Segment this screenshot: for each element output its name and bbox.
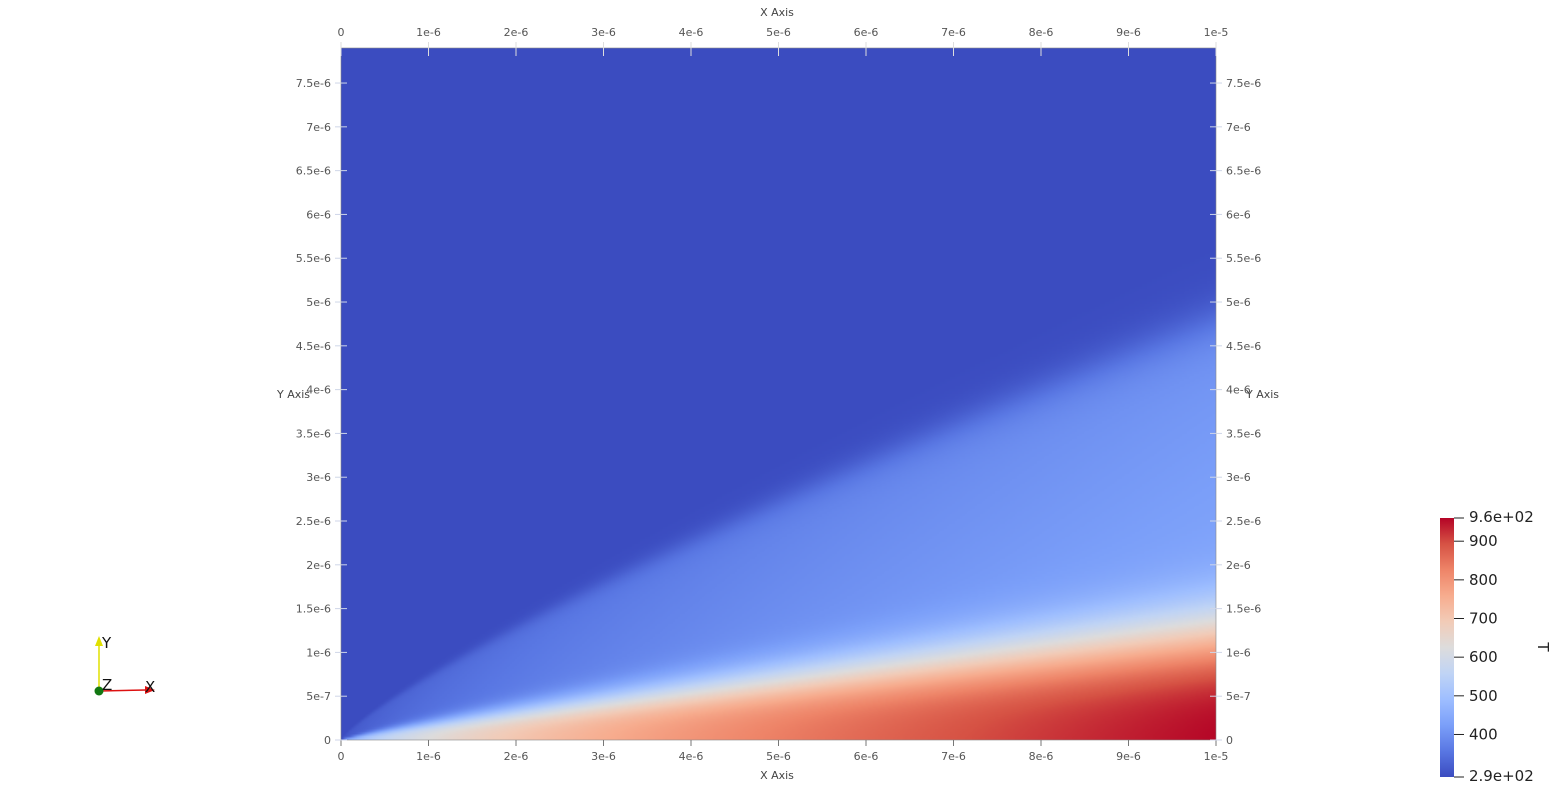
y-axis-title-right: Y Axis [1245, 388, 1279, 401]
x-tick-label-bottom: 5e-6 [766, 750, 791, 763]
y-tick-label-left: 3.5e-6 [296, 427, 331, 440]
colorbar-tick-label: 700 [1469, 610, 1498, 628]
x-tick-label-top: 7e-6 [941, 26, 966, 39]
x-axis-bottom: 0 1e-6 2e-6 3e-6 4e-6 5e-6 6e-6 7e-6 8e-6 9e-6 1e-… [338, 740, 1229, 763]
y-tick-label-right: 2.5e-6 [1226, 515, 1261, 528]
y-tick-label-right: 5e-6 [1226, 296, 1251, 309]
orientation-z-label: Z [102, 676, 112, 694]
y-tick-label-right: 1.5e-6 [1226, 603, 1261, 616]
x-tick-label-bottom: 7e-6 [941, 750, 966, 763]
colorbar-tick-label: 600 [1469, 648, 1498, 666]
orientation-y-label: Y [101, 634, 112, 652]
y-tick-label-left: 0 [324, 734, 331, 747]
x-tick-label-bottom: 4e-6 [679, 750, 704, 763]
colorbar-tick-label: 400 [1469, 725, 1498, 743]
y-tick-label-right: 4.5e-6 [1226, 340, 1261, 353]
y-tick-label-left: 1.5e-6 [296, 603, 331, 616]
y-tick-label-right: 2e-6 [1226, 559, 1251, 572]
y-arrow-icon [95, 636, 103, 646]
colorbar-max-label: 9.6e+02 [1469, 508, 1534, 526]
x-tick-label-bottom: 3e-6 [591, 750, 616, 763]
y-tick-label-left: 7.5e-6 [296, 77, 331, 90]
orientation-x-label: X [145, 678, 155, 696]
x-axis-title-bottom: X Axis [760, 769, 794, 782]
y-tick-label-left: 5.5e-6 [296, 252, 331, 265]
x-tick-label-top: 3e-6 [591, 26, 616, 39]
y-tick-label-left: 4e-6 [306, 384, 331, 397]
colorbar-min-label: 2.9e+02 [1469, 767, 1534, 785]
y-tick-label-right: 6e-6 [1226, 208, 1251, 221]
y-tick-label-right: 5e-7 [1226, 690, 1251, 703]
y-axis-title-left: Y Axis [276, 388, 310, 401]
y-tick-label-right: 1e-6 [1226, 646, 1251, 659]
colorbar-gradient [1440, 518, 1454, 777]
x-tick-label-top: 1e-5 [1204, 26, 1229, 39]
y-tick-label-left: 5e-7 [306, 690, 331, 703]
x-tick-label-top: 0 [338, 26, 345, 39]
x-arrow-icon [145, 686, 155, 694]
y-axis-right: 0 5e-7 1e-6 1.5e-6 2e-6 2.5e-6 3e-6 3.5e-6 4e-6 4… [1210, 77, 1261, 747]
y-tick-label-right: 3e-6 [1226, 471, 1251, 484]
y-axis-left: 0 5e-7 1e-6 1.5e-6 2e-6 2.5e-6 3e-6 3.5e-6 4e-6 4… [296, 77, 347, 747]
colorbar-tick-label: 800 [1469, 571, 1498, 589]
x-tick-label-top: 6e-6 [854, 26, 879, 39]
y-tick-label-right: 0 [1226, 734, 1233, 747]
temperature-field [341, 48, 1216, 740]
x-tick-label-bottom: 8e-6 [1029, 750, 1054, 763]
heatmap-plot [340, 47, 1217, 741]
colorbar-ticks: 400 500 600 700 800 900 [1454, 517, 1498, 778]
y-tick-label-left: 3e-6 [306, 471, 331, 484]
x-tick-label-top: 5e-6 [766, 26, 791, 39]
y-tick-label-right: 7.5e-6 [1226, 77, 1261, 90]
x-tick-label-top: 8e-6 [1029, 26, 1054, 39]
x-tick-label-top: 9e-6 [1116, 26, 1141, 39]
y-tick-label-right: 7e-6 [1226, 121, 1251, 134]
y-tick-label-left: 1e-6 [306, 646, 331, 659]
y-tick-label-left: 7e-6 [306, 121, 331, 134]
colorbar: 400 500 600 700 800 900 9.6e+02 2.9e+02 T [1440, 508, 1552, 785]
orientation-axes: Y X Z [94, 634, 155, 696]
y-tick-label-left: 6.5e-6 [296, 165, 331, 178]
x-tick-label-bottom: 1e-6 [416, 750, 441, 763]
colorbar-tick-label: 500 [1469, 687, 1498, 705]
y-tick-label-right: 3.5e-6 [1226, 427, 1261, 440]
x-tick-label-top: 1e-6 [416, 26, 441, 39]
x-axis-title-top: X Axis [760, 6, 794, 19]
y-tick-label-left: 6e-6 [306, 208, 331, 221]
y-tick-label-right: 5.5e-6 [1226, 252, 1261, 265]
y-tick-label-right: 6.5e-6 [1226, 165, 1261, 178]
x-tick-label-top: 4e-6 [679, 26, 704, 39]
x-axis-top: 0 1e-6 2e-6 3e-6 4e-6 5e-6 6e-6 7e-6 8e-6 9e-6 1e-… [338, 26, 1229, 56]
x-tick-label-bottom: 0 [338, 750, 345, 763]
colorbar-tick-label: 900 [1469, 532, 1498, 550]
x-tick-label-bottom: 1e-5 [1204, 750, 1229, 763]
y-tick-label-left: 2e-6 [306, 559, 331, 572]
x-tick-label-bottom: 2e-6 [504, 750, 529, 763]
x-tick-label-bottom: 9e-6 [1116, 750, 1141, 763]
colorbar-title: T [1534, 641, 1552, 652]
x-tick-label-bottom: 6e-6 [854, 750, 879, 763]
y-tick-label-right: 4e-6 [1226, 384, 1251, 397]
y-tick-label-left: 5e-6 [306, 296, 331, 309]
y-tick-label-left: 2.5e-6 [296, 515, 331, 528]
z-axis-dot-icon [94, 686, 104, 696]
x-tick-label-top: 2e-6 [504, 26, 529, 39]
y-tick-label-left: 4.5e-6 [296, 340, 331, 353]
